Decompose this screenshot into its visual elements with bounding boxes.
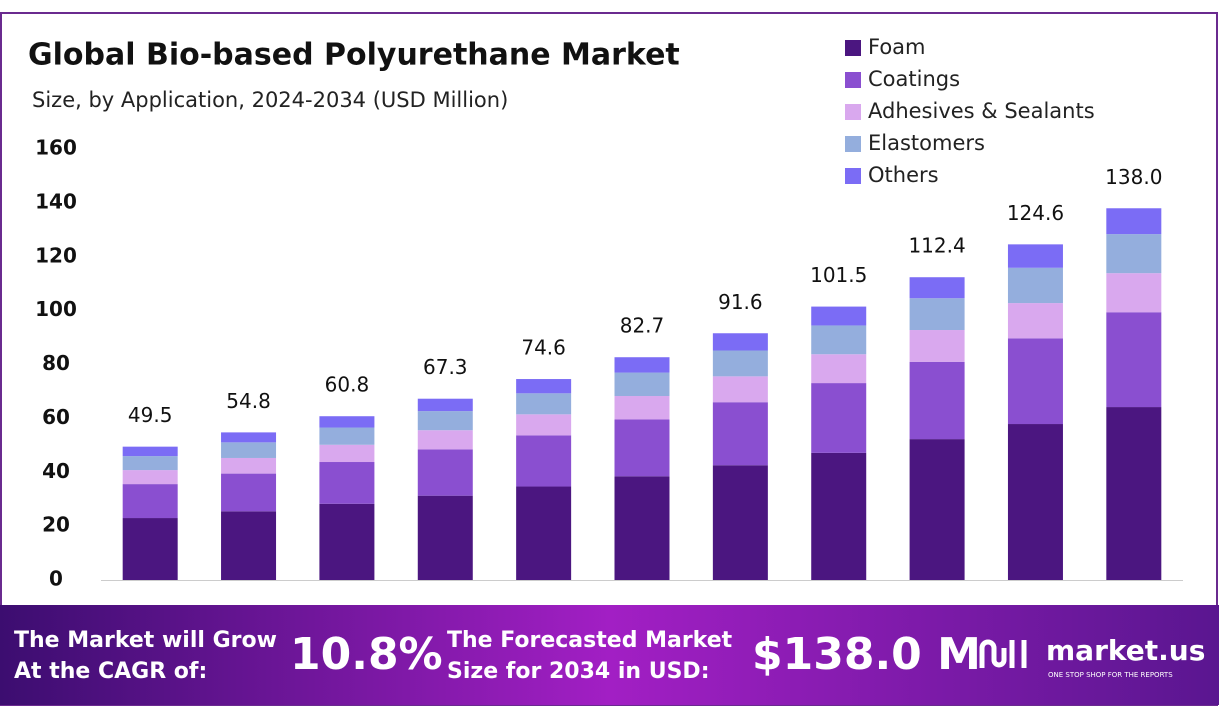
bar-segment bbox=[417, 430, 473, 450]
bar-segment bbox=[516, 414, 572, 436]
bar-segment bbox=[614, 357, 670, 373]
bar-segment bbox=[909, 361, 965, 440]
bar-segment bbox=[811, 383, 867, 453]
bar-segment bbox=[712, 350, 768, 377]
forecast-value: $138.0 M bbox=[752, 629, 981, 680]
bar-segment bbox=[1106, 208, 1162, 235]
bar-segment bbox=[712, 333, 768, 351]
bar-segment bbox=[122, 446, 178, 457]
bar-segment bbox=[614, 372, 670, 397]
bar-segment bbox=[1007, 244, 1063, 268]
chart-title: Global Bio-based Polyurethane Market bbox=[28, 38, 680, 73]
forecast-text: The Forecasted Market bbox=[447, 628, 733, 653]
bar-segment bbox=[516, 435, 572, 487]
y-tick-label: 60 bbox=[42, 405, 70, 429]
legend-label: Adhesives & Sealants bbox=[868, 99, 1095, 123]
bar-segment bbox=[712, 376, 768, 403]
bar-segment bbox=[1007, 424, 1063, 580]
bar-segment bbox=[1007, 338, 1063, 425]
bar-segment bbox=[516, 486, 572, 580]
total-label: 101.5 bbox=[810, 263, 867, 287]
y-tick-label: 140 bbox=[35, 189, 77, 213]
y-tick-label: 120 bbox=[35, 243, 77, 267]
bar-segment bbox=[417, 495, 473, 580]
bar-segment bbox=[811, 306, 867, 326]
y-tick-label: 0 bbox=[49, 567, 63, 591]
bar-segment bbox=[811, 354, 867, 384]
bar-segment bbox=[516, 379, 572, 394]
chart-subtitle: Size, by Application, 2024-2034 (USD Mil… bbox=[32, 88, 508, 112]
bar-segment bbox=[319, 416, 375, 428]
bar-segment bbox=[1106, 273, 1162, 313]
total-label: 49.5 bbox=[128, 403, 173, 427]
bar-segment bbox=[712, 402, 768, 466]
cagr-text: At the CAGR of: bbox=[14, 659, 207, 684]
legend-swatch bbox=[845, 40, 861, 56]
bar-segment bbox=[122, 484, 178, 519]
bar-segment bbox=[811, 325, 867, 355]
brand: market.us bbox=[1046, 634, 1205, 667]
bar-segment bbox=[909, 298, 965, 331]
footer-banner bbox=[0, 605, 1219, 705]
bar-segment bbox=[122, 470, 178, 485]
bar-segment bbox=[909, 330, 965, 362]
bar-segment bbox=[319, 503, 375, 580]
bar-segment bbox=[319, 462, 375, 504]
bar-segment bbox=[1007, 267, 1063, 304]
y-tick-label: 80 bbox=[42, 351, 70, 375]
bar-segment bbox=[122, 518, 178, 580]
legend-swatch bbox=[845, 72, 861, 88]
bar-segment bbox=[122, 456, 178, 471]
bar-segment bbox=[221, 457, 277, 474]
total-label: 67.3 bbox=[423, 355, 468, 379]
legend-label: Foam bbox=[868, 35, 926, 59]
bar-segment bbox=[909, 439, 965, 580]
legend-swatch bbox=[845, 104, 861, 120]
bar-segment bbox=[614, 396, 670, 420]
bar-segment bbox=[1106, 312, 1162, 408]
bar-segment bbox=[712, 465, 768, 580]
bar-segment bbox=[1106, 234, 1162, 274]
bar-segment bbox=[1106, 407, 1162, 580]
total-label: 54.8 bbox=[226, 389, 271, 413]
forecast-text: Size for 2034 in USD: bbox=[447, 659, 710, 684]
legend-swatch bbox=[845, 168, 861, 184]
bar-segment bbox=[417, 449, 473, 496]
y-tick-label: 100 bbox=[35, 297, 77, 321]
bar-segment bbox=[221, 442, 277, 458]
total-label: 112.4 bbox=[908, 234, 965, 258]
bar-segment bbox=[417, 398, 473, 412]
legend-swatch bbox=[845, 136, 861, 152]
bar-segment bbox=[417, 411, 473, 431]
bar-segment bbox=[221, 511, 277, 580]
bar-segment bbox=[614, 476, 670, 580]
bar-segment bbox=[516, 393, 572, 415]
bar-segment bbox=[614, 419, 670, 477]
bar-segment bbox=[811, 452, 867, 580]
total-label: 82.7 bbox=[620, 314, 665, 338]
bar-segment bbox=[909, 277, 965, 299]
total-label: 138.0 bbox=[1105, 165, 1162, 189]
bar-segment bbox=[221, 432, 277, 443]
bar-segment bbox=[1007, 303, 1063, 339]
total-label: 124.6 bbox=[1007, 201, 1064, 225]
y-tick-label: 40 bbox=[42, 459, 70, 483]
total-label: 74.6 bbox=[521, 336, 566, 360]
legend-label: Coatings bbox=[868, 67, 960, 91]
bar-segment bbox=[319, 444, 375, 463]
bar-segment bbox=[221, 473, 277, 512]
y-tick-label: 160 bbox=[35, 136, 77, 160]
total-label: 60.8 bbox=[325, 373, 370, 397]
legend-label: Others bbox=[868, 163, 939, 187]
y-tick-label: 20 bbox=[42, 513, 70, 537]
bar-segment bbox=[319, 427, 375, 445]
cagr-text: The Market will Grow bbox=[14, 628, 277, 653]
brand-logo bbox=[979, 639, 1027, 668]
total-label: 91.6 bbox=[718, 290, 763, 314]
legend-label: Elastomers bbox=[868, 131, 985, 155]
cagr-value: 10.8% bbox=[290, 629, 443, 680]
brand-tagline: ONE STOP SHOP FOR THE REPORTS bbox=[1048, 671, 1173, 679]
